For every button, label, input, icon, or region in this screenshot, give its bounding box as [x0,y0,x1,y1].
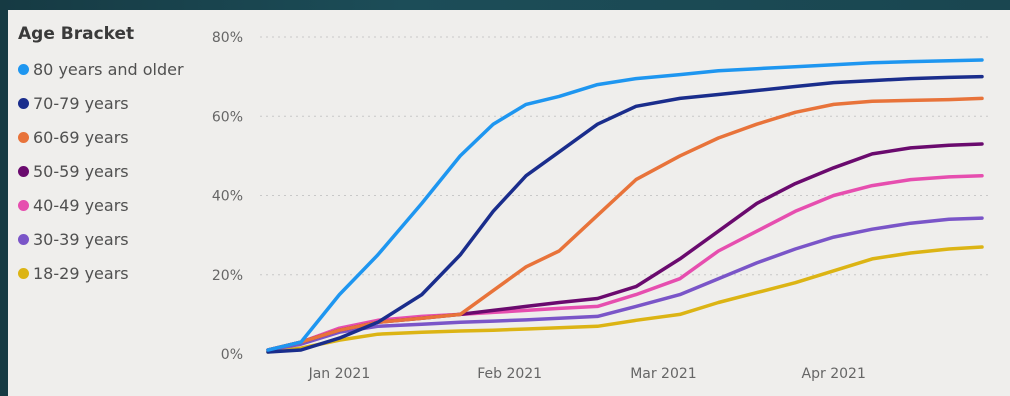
legend-label: 30-39 years [33,230,129,249]
series-line[interactable] [266,58,984,352]
y-tick-label: 0% [221,347,243,363]
legend-title: Age Bracket [18,24,135,44]
legend-dot-icon [18,268,29,279]
series-line[interactable] [266,96,984,352]
legend-item[interactable]: 40-49 years [18,187,184,224]
legend-label: 60-69 years [33,128,129,147]
legend-dot-icon [18,234,29,245]
legend: Age Bracket 80 years and older 70-79 year… [18,24,184,292]
x-tick-label: Apr 2021 [802,366,866,382]
series-line[interactable] [266,74,984,354]
legend-dot-icon [18,166,29,177]
legend-label: 40-49 years [33,196,129,215]
y-tick-label: 20% [212,268,243,284]
y-tick-label: 60% [212,109,243,125]
series-line[interactable] [266,245,984,354]
legend-dot-icon [18,200,29,211]
legend-item[interactable]: 80 years and older [18,51,184,88]
series-line[interactable] [266,216,984,352]
x-tick-label: Feb 2021 [477,366,542,382]
chart-panel: Age Bracket 80 years and older 70-79 year… [8,10,1010,396]
legend-label: 50-59 years [33,162,129,181]
legend-label: 70-79 years [33,94,129,113]
x-tick-label: Mar 2021 [630,366,697,382]
x-tick-label: Jan 2021 [308,366,371,382]
legend-item[interactable]: 30-39 years [18,221,184,258]
legend-label: 18-29 years [33,264,129,283]
legend-dot-icon [18,98,29,109]
legend-item[interactable]: 18-29 years [18,255,184,292]
legend-label: 80 years and older [33,60,184,79]
legend-dot-icon [18,64,29,75]
legend-dot-icon [18,132,29,143]
legend-item[interactable]: 70-79 years [18,85,184,122]
y-tick-label: 40% [212,189,243,205]
legend-item[interactable]: 50-59 years [18,153,184,190]
y-tick-label: 80% [212,30,243,46]
legend-item[interactable]: 60-69 years [18,119,184,156]
